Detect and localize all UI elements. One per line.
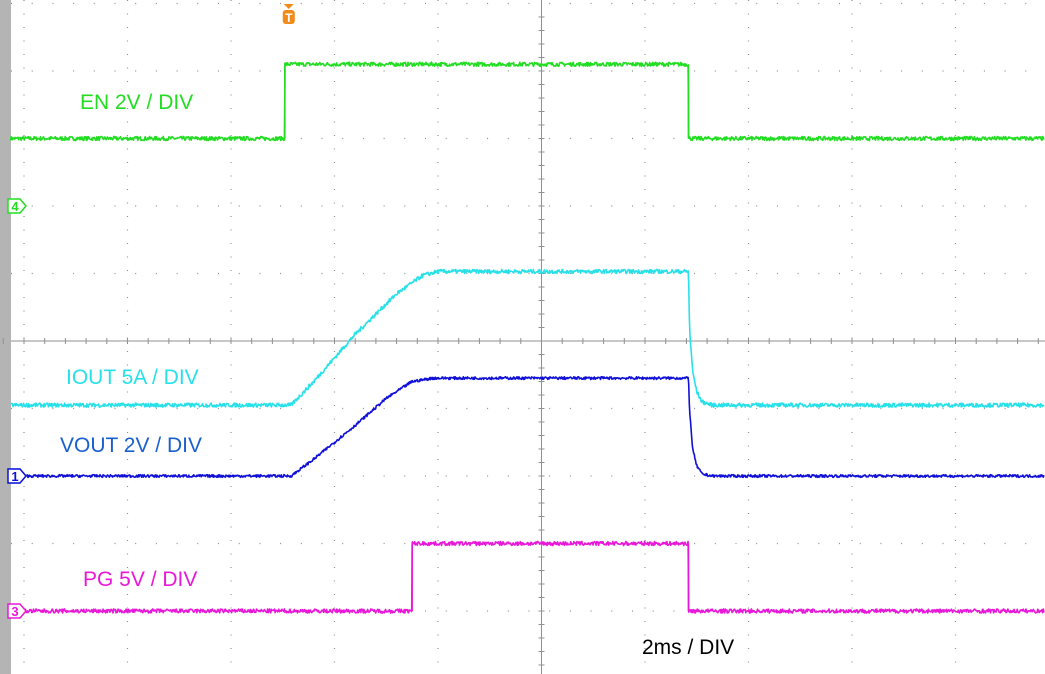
timebase-label: 2ms / DIV [642,636,735,659]
channel-markers: 4213 [7,198,27,619]
channel-marker-ch1: 1 [7,468,27,484]
trace-iout [10,268,1045,408]
traces [9,61,1045,614]
trigger-box [282,10,295,24]
channel-marker-ch3: 3 [7,603,27,619]
channel-marker-label: 3 [11,604,18,619]
channel-marker-arrow [7,468,27,484]
channel-marker-label: 4 [11,199,19,214]
channel-offset-bar [0,0,11,674]
series-label-iout: IOUT 5A / DIV [66,366,199,389]
channel-marker-ch4: 4 [7,198,27,214]
series-label-pg: PG 5V / DIV [83,568,198,591]
channel-marker-label: 1 [11,469,18,484]
trace-en [9,61,1045,142]
series-label-en: EN 2V / DIV [80,91,194,114]
trigger-label: T [285,11,293,25]
trace-vout [10,375,1045,479]
trigger-arrow [283,4,294,9]
channel-marker-arrow [7,603,27,619]
channel-marker-arrow [7,198,27,214]
trigger-marker: T [282,4,295,25]
trace-pg [9,540,1045,614]
series-label-vout: VOUT 2V / DIV [60,434,202,457]
